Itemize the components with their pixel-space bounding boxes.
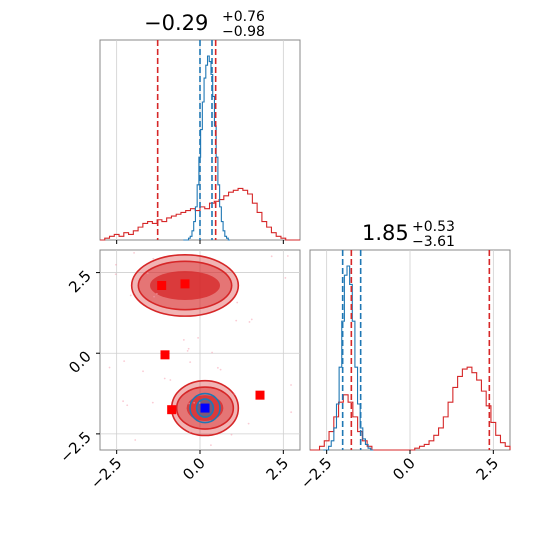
scatter-noise-point [187,347,190,350]
scatter-noise-point [248,321,251,323]
scatter-noise-point [233,392,236,395]
scatter-noise-point [250,318,253,321]
scatter-noise-point [247,422,250,425]
scatter-noise-point [197,336,199,339]
scatter-noise-point [188,402,191,405]
x-tick-label-bl-0: −2.5 [87,454,125,492]
y-tick-label-bl-2: 2.5 [65,267,95,297]
scatter-noise-point [126,404,129,407]
hist-p0-blue [183,55,230,241]
scatter-noise-point [233,417,236,420]
x-tick-label-bl-1: 0.0 [179,454,209,484]
scatter-noise-point [142,370,144,373]
title-p0-minus: −0.98 [222,24,265,40]
scatter-noise-point [216,366,219,369]
marker-points [157,279,265,415]
scatter-noise-point [186,349,189,352]
x-tick-label-bl-2: 2.5 [263,454,293,484]
quantile-lines [156,40,491,450]
marker-red-1 [180,279,190,289]
x-tick-label-br-1: 0.0 [389,454,419,484]
scatter-noise-point [219,368,222,371]
scatter-noise-point [284,277,287,279]
marker-red-4 [255,390,265,400]
scatter-noise-point [211,351,213,354]
scatter-noise-point [163,377,166,380]
scatter-noise-point [236,301,239,304]
scatter-noise-point [286,255,289,257]
scatter-noise-point [230,433,233,436]
scatter-noise-point [108,366,111,369]
scatter-noise-point [235,319,238,322]
scatter-noise-point [122,400,124,403]
title-p0-plus: +0.76 [222,9,265,25]
scatter-noise-point [270,255,273,258]
title-p1-plus: +0.53 [412,219,455,235]
scatter-noise-point [169,379,172,381]
marker-red-2 [160,350,170,360]
scatter-noise-point [133,251,135,254]
marker-red-0 [157,280,167,290]
title-p0: −0.29 +0.76 −0.98 [144,9,265,40]
scatter-noise-point [155,292,158,295]
y-tick-label-bl-1: 0.0 [65,347,95,377]
tick-labels: −2.5 −2.5−2.50.0 0.00.02.5 2.52.5 [56,240,502,493]
grid-lines [100,40,494,450]
scatter-noise-point [198,402,201,404]
scatter-noise-point [115,263,117,266]
x-tick-label-br-0: −2.5 [297,454,335,492]
scatter-noise-point [290,384,292,386]
contour-blue-outer [189,392,221,424]
scatter-noise-point [153,295,155,298]
scatter-noise-point [189,431,191,433]
scatter-noise-point [114,273,117,276]
hist-p0-red [100,187,300,241]
title-p1-minus: −3.61 [412,234,455,250]
scatter-noise-point [290,411,293,414]
title-p1: 1.85 +0.53 −3.61 [362,219,455,250]
scatter-noise-point [134,439,137,441]
marker-blue-0 [200,403,210,413]
scatter-noise-point [152,257,155,260]
scatter-noise-point [193,401,196,404]
scatter-noise-point [129,294,132,297]
scatter-noise-point [210,444,212,447]
y-tick-label-bl-0: −2.5 [56,428,94,466]
scatter-noise-point [182,339,185,341]
scatter-noise-point [123,360,126,363]
scatter-noise-point [146,272,149,275]
histogram-layer [100,55,511,451]
scatter-noise-point [208,383,211,385]
marker-red-3 [167,405,177,415]
x-tick-label-br-2: 2.5 [473,454,503,484]
title-p1-value: 1.85 [362,221,409,245]
hist-p1-blue [323,265,374,451]
scatter-noise-point [151,401,154,404]
scatter-noise-point [189,361,192,364]
title-p0-value: −0.29 [144,11,208,35]
